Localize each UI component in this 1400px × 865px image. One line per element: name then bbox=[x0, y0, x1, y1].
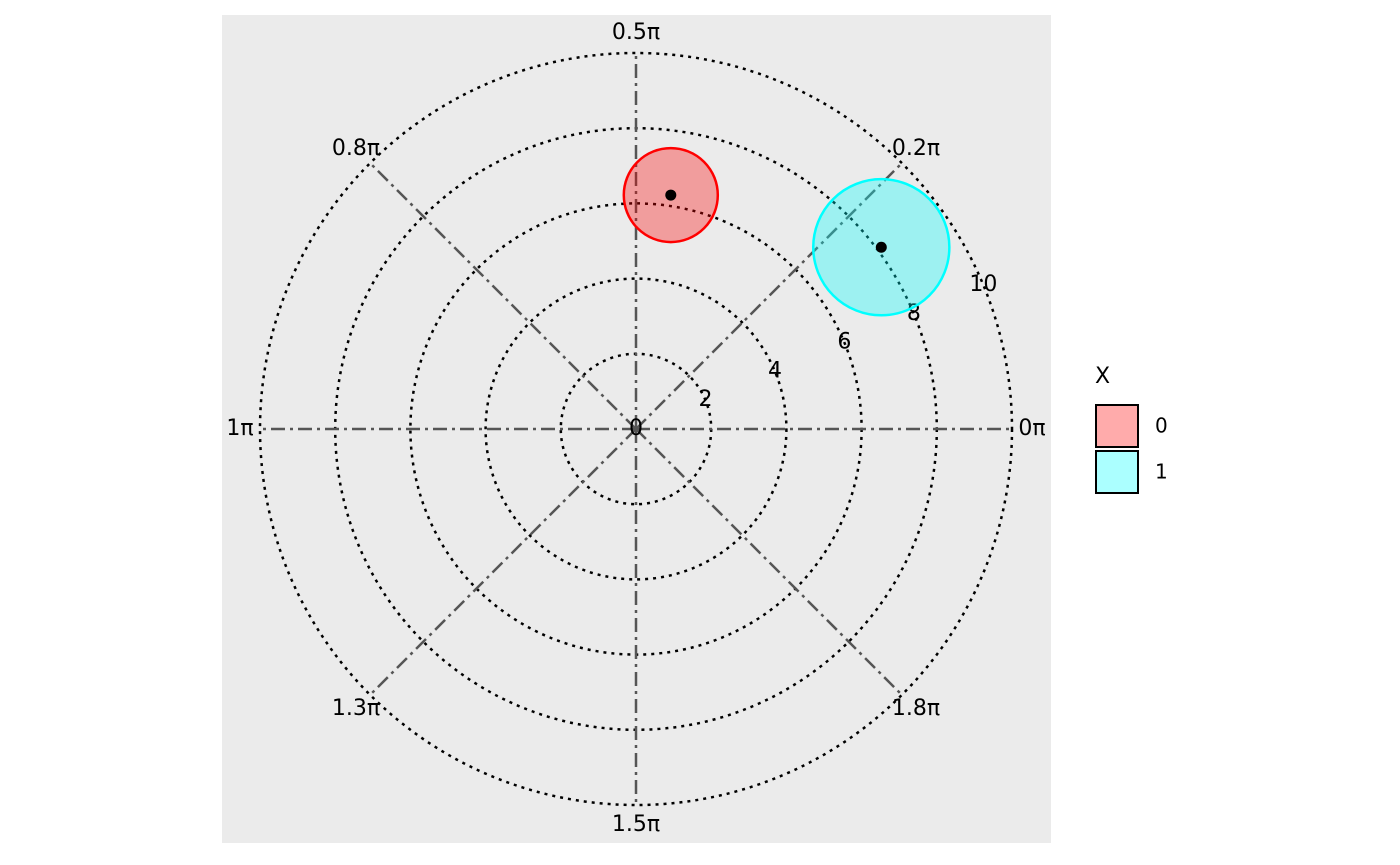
legend-key bbox=[1095, 404, 1139, 448]
grid-spoke bbox=[369, 428, 637, 696]
r-tick-label: 0 bbox=[629, 416, 643, 441]
point bbox=[665, 189, 677, 201]
legend-label: 1 bbox=[1155, 460, 1168, 484]
theta-tick-label: 1.5π bbox=[612, 812, 660, 837]
legend-key bbox=[1095, 450, 1139, 494]
r-tick-label: 4 bbox=[768, 358, 782, 383]
grid-circle bbox=[484, 277, 788, 581]
r-tick-label: 6 bbox=[837, 330, 851, 355]
point bbox=[875, 241, 887, 253]
grid-spoke bbox=[635, 162, 903, 430]
theta-tick-label: 1.3π bbox=[332, 696, 380, 721]
theta-tick-label: 1.8π bbox=[892, 696, 940, 721]
legend-label: 0 bbox=[1155, 414, 1168, 438]
grid-spoke bbox=[369, 162, 637, 430]
r-tick-label: 2 bbox=[698, 387, 712, 412]
theta-tick-label: 0π bbox=[1018, 416, 1045, 441]
theta-tick-label: 0.2π bbox=[892, 136, 940, 161]
grid-spoke bbox=[635, 428, 903, 696]
r-tick-label: 8 bbox=[907, 301, 921, 326]
theta-tick-label: 0.8π bbox=[332, 136, 380, 161]
grid-circle bbox=[258, 51, 1014, 807]
theta-tick-label: 0.5π bbox=[612, 20, 660, 45]
r-tick-label: 10 bbox=[969, 272, 997, 297]
legend-title: X bbox=[1095, 364, 1110, 389]
theta-tick-label: 1π bbox=[226, 416, 253, 441]
